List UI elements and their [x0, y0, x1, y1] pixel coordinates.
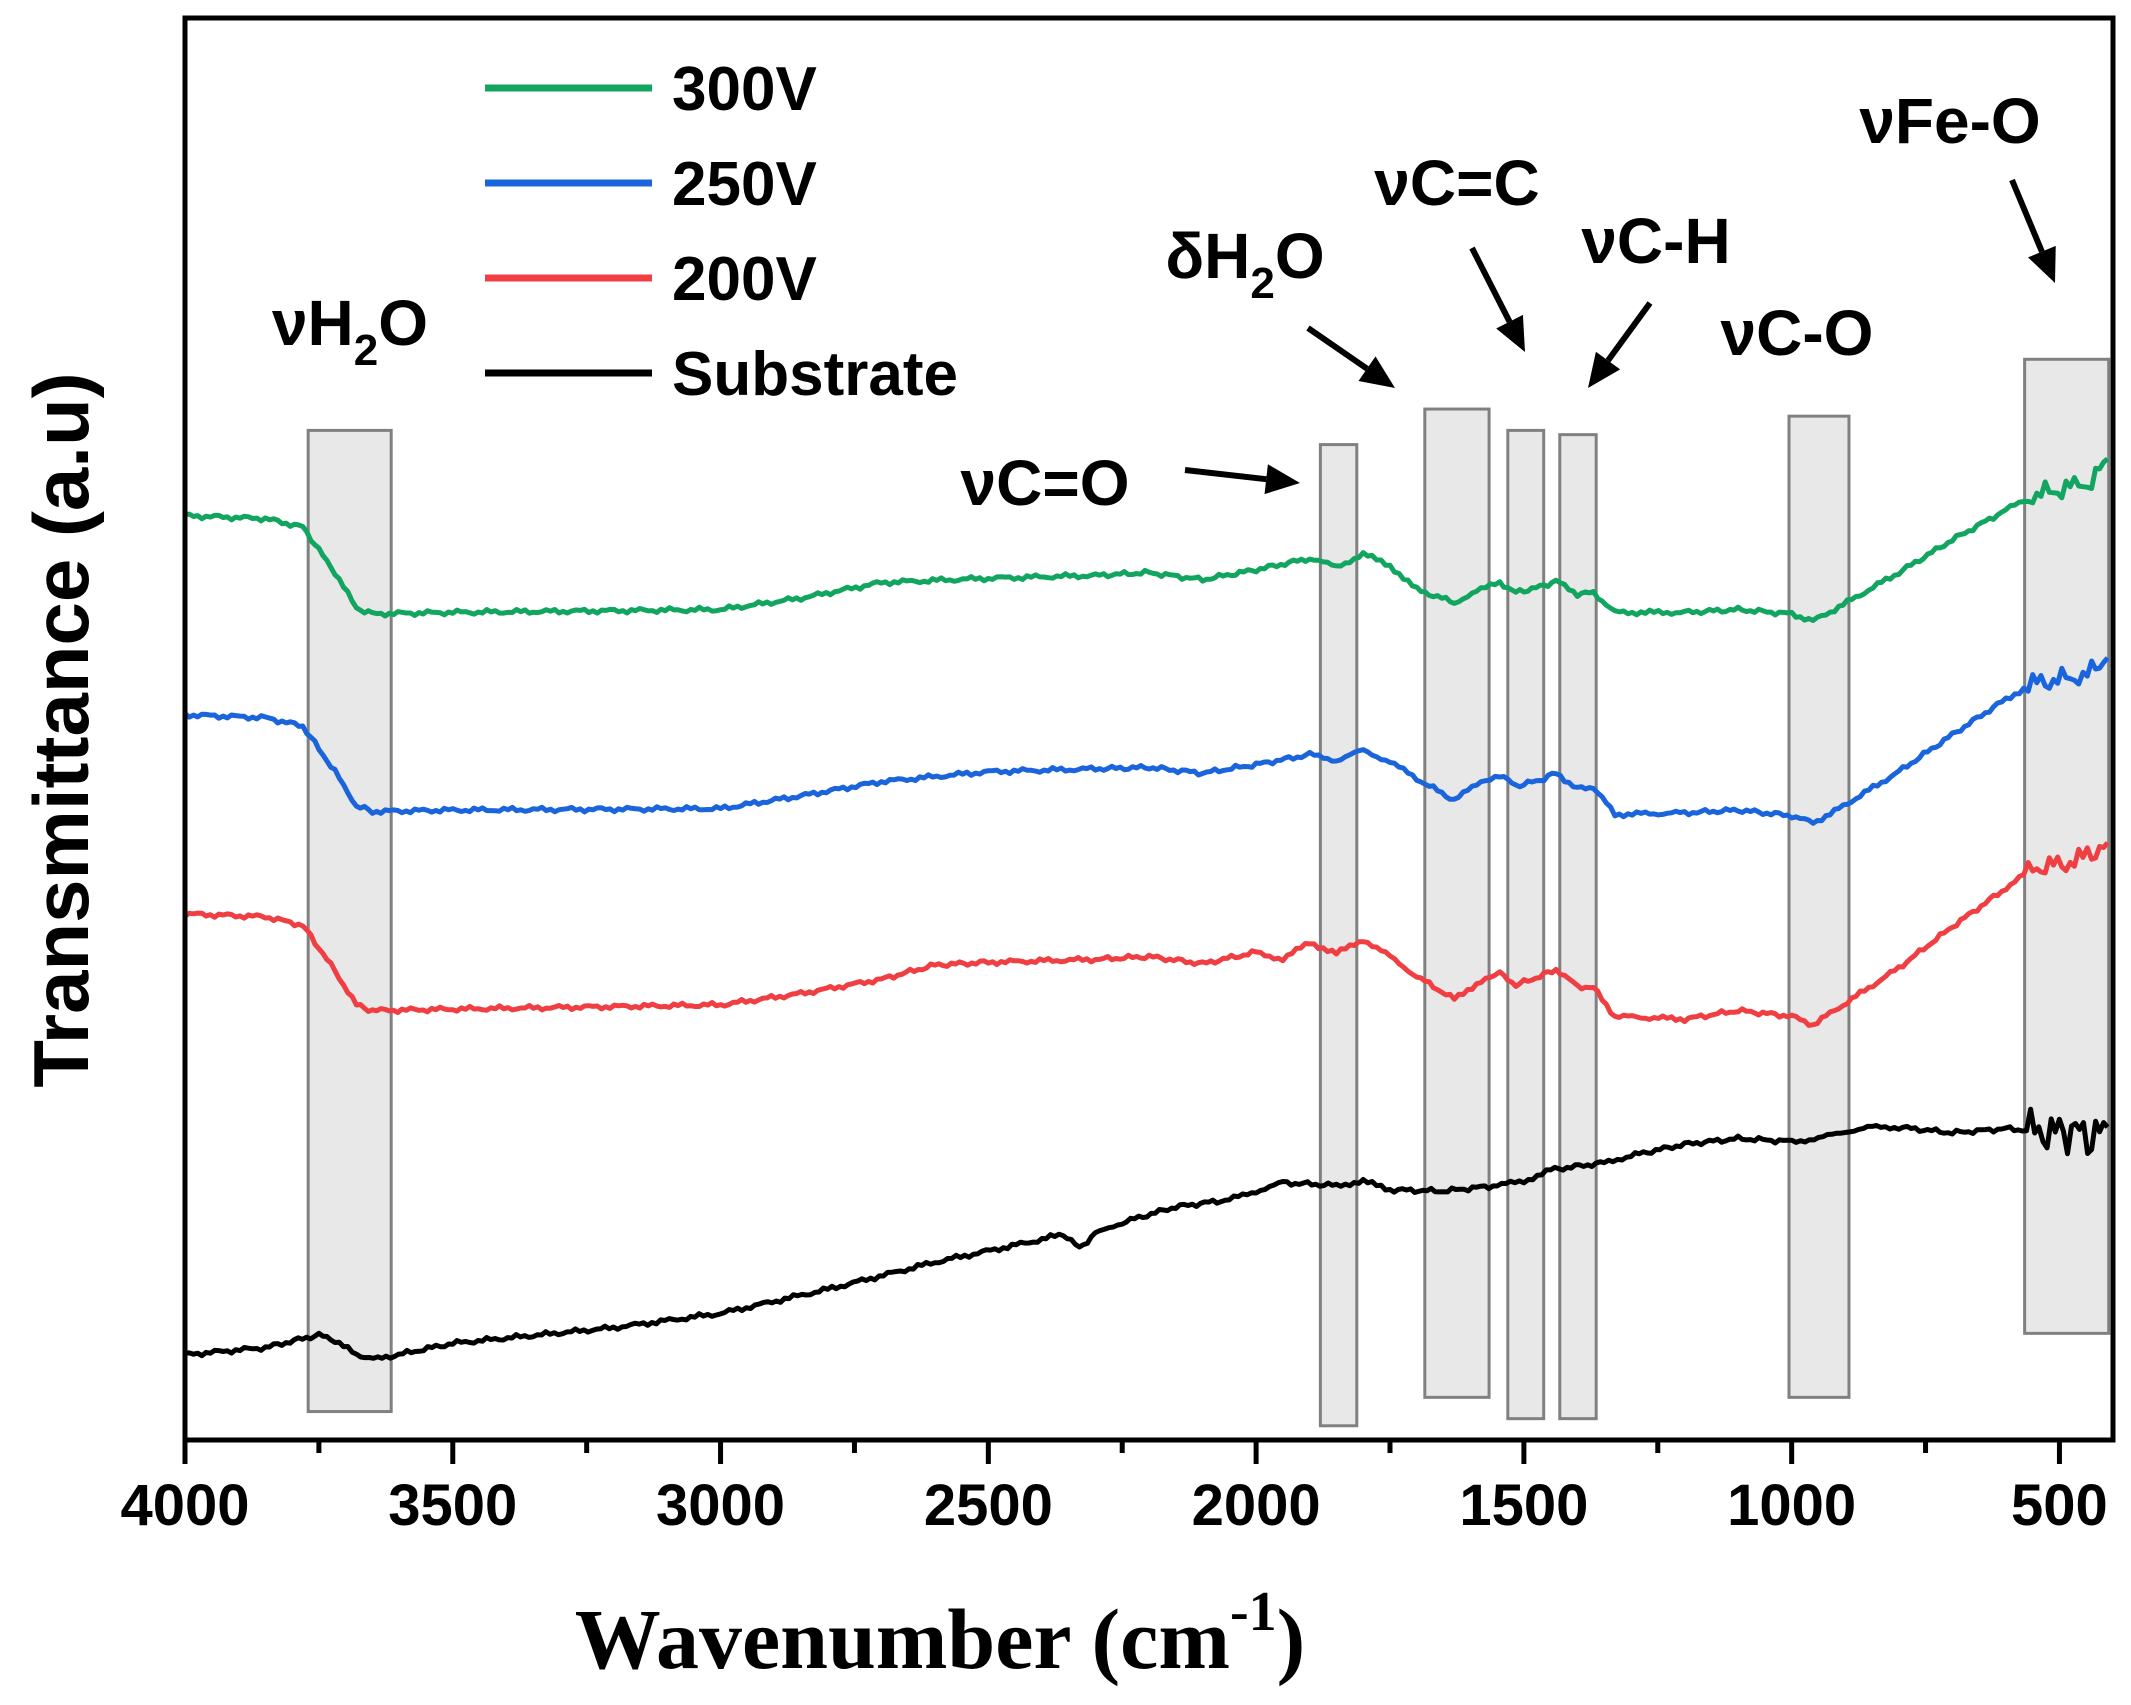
- arrow-vCH: [1605, 301, 1653, 363]
- arrow-dH2O: [1306, 325, 1369, 372]
- annotation-vCO: νC-O: [1721, 297, 1874, 369]
- x-tick-label: 1000: [1727, 1473, 1856, 1538]
- x-tick-label: 1500: [1459, 1473, 1588, 1538]
- x-axis-title-close: ): [1277, 1591, 1306, 1687]
- annotations: νH2O νC=O δH2O νC=C νC-H νC-O νFe-O: [272, 85, 2056, 519]
- band-vCC: [1506, 428, 1546, 1421]
- highlight-bands: [306, 357, 2111, 1428]
- legend-label: 300V: [672, 55, 817, 124]
- arrowhead-vCO_double: [1264, 464, 1300, 495]
- legend-label: Substrate: [672, 340, 958, 409]
- band-vH2O: [306, 428, 393, 1414]
- arrow-vCO_double: [1184, 467, 1267, 483]
- band-dH2O: [1423, 407, 1491, 1399]
- y-axis-title: Transmittance (a.u): [17, 372, 105, 1087]
- annotation-vCO_double: νC=O: [961, 447, 1130, 519]
- x-axis-title-main: Wavenumber (cm: [575, 1591, 1230, 1687]
- annotation-vCC: νC=C: [1374, 147, 1539, 219]
- x-tick-label: 4000: [120, 1473, 249, 1538]
- arrow-vCC: [1469, 246, 1513, 324]
- arrowhead-dH2O: [1358, 356, 1395, 388]
- arrowhead-vCC: [1496, 314, 1525, 352]
- x-tick-label: 500: [2011, 1473, 2108, 1538]
- plot-frame: [182, 15, 2116, 1443]
- series-line-substrate: [184, 1106, 2110, 1361]
- x-axis-title: Wavenumber (cm-1): [575, 1581, 1306, 1687]
- annotation-vFeO: νFe-O: [1859, 85, 2040, 157]
- band-vFeO: [2023, 357, 2111, 1335]
- series-line-250v: [183, 656, 2110, 826]
- x-tick-label: 2500: [924, 1473, 1053, 1538]
- band-vCO: [1787, 414, 1851, 1399]
- series-line-300v: [184, 456, 2110, 623]
- x-axis-ticks: 4000 3500 3000 2500 2000 1500 1000 500: [120, 1440, 2108, 1538]
- x-tick-label: 3500: [388, 1473, 517, 1538]
- arrowhead-vCH: [1588, 351, 1621, 388]
- arrowhead-vFeO: [2028, 245, 2056, 283]
- x-tick-label: 2000: [1192, 1473, 1321, 1538]
- x-tick-label: 3000: [656, 1473, 785, 1538]
- series-line-200v: [183, 841, 2110, 1028]
- x-axis-title-sup: -1: [1230, 1581, 1277, 1643]
- annotation-vH2O: νH2O: [272, 287, 428, 375]
- annotation-vCH: νC-H: [1581, 205, 1730, 277]
- arrow-vFeO: [2009, 178, 2045, 253]
- legend-label: 250V: [672, 150, 817, 219]
- annotation-dH2O: δH2O: [1165, 220, 1324, 308]
- band-vCO_double: [1318, 443, 1359, 1428]
- legend-label: 200V: [672, 245, 817, 314]
- series-lines: [183, 456, 2110, 1361]
- legend: 300V 250V 200V Substrate: [485, 55, 958, 409]
